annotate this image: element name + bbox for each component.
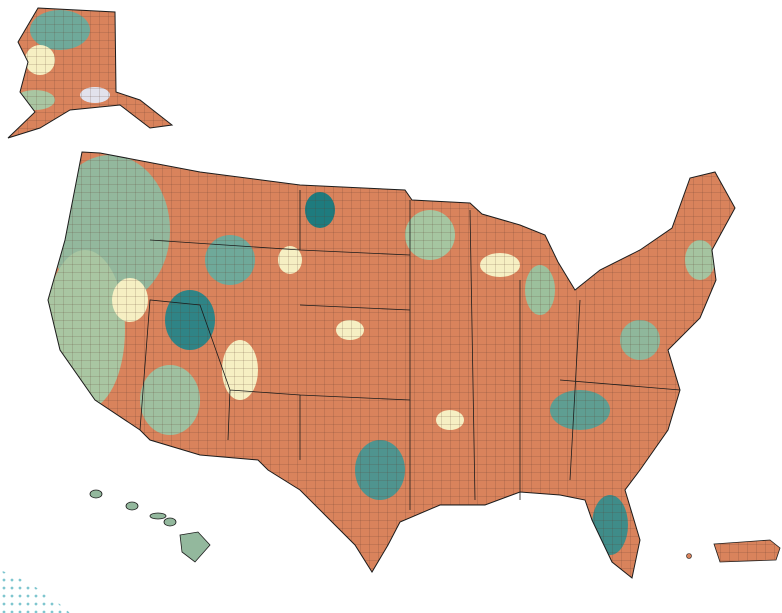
county-grid (714, 540, 780, 562)
island (125, 501, 139, 511)
island (149, 512, 167, 520)
mainland (48, 152, 735, 578)
island (89, 489, 103, 499)
island (163, 517, 177, 527)
island (179, 531, 211, 563)
state-borders (139, 190, 681, 510)
hawaii (89, 489, 211, 563)
alaska (8, 8, 172, 138)
island (686, 553, 692, 559)
county-grid (8, 8, 172, 138)
county-grid (48, 152, 735, 578)
decoration (0, 570, 70, 613)
